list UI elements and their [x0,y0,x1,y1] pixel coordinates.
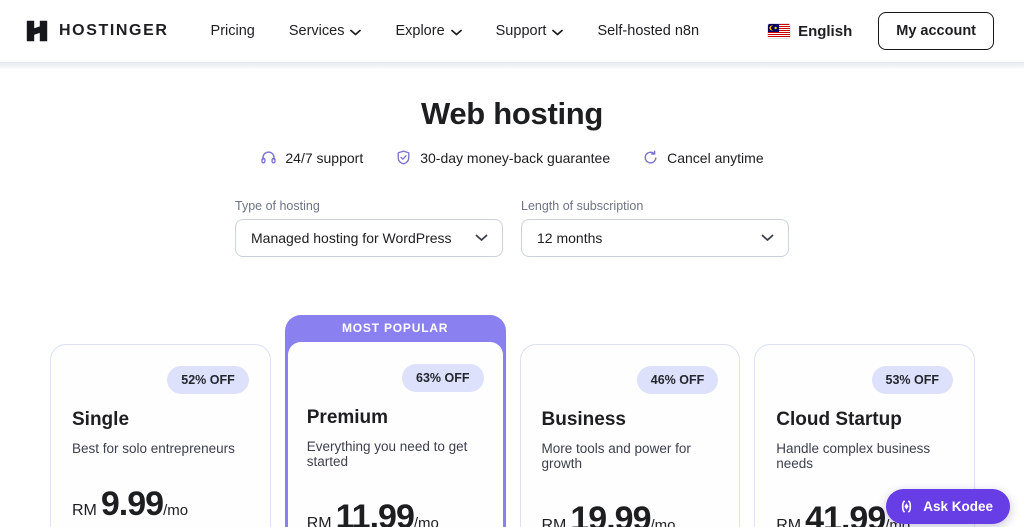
price-currency: RM [72,502,97,519]
nav-label: Explore [395,23,445,39]
plan-name: Single [72,409,130,430]
benefit-support: 24/7 support [260,149,363,166]
price-amount: 41.99 [805,500,886,527]
plan-description: Everything you need to get started [306,439,468,469]
chevron-down-icon [350,29,362,35]
hosting-type-value: Managed hosting for WordPress [251,230,452,246]
hosting-type-label: Type of hosting [235,199,320,213]
nav-item-support[interactable]: Support [496,23,564,39]
benefit-label: 24/7 support [285,149,364,166]
benefits-row: 24/7 support 30-day money-back guarantee… [0,149,1024,166]
language-label: English [798,22,853,40]
hostinger-logo-icon [24,18,50,44]
plan-card-single[interactable]: 52% OFF Single Best for solo entrepreneu… [50,344,271,527]
most-popular-wrapper: MOST POPULAR 63% OFF Premium Everything … [284,315,506,527]
subscription-length-select[interactable]: 12 months [521,219,789,257]
my-account-button[interactable]: My account [878,12,994,50]
subscription-length-label: Length of subscription [521,199,644,213]
malaysia-flag-icon [768,24,791,38]
ask-kodee-label: Ask Kodee [923,499,993,514]
discount-badge: 63% OFF [402,364,484,392]
chevron-down-icon [552,29,564,35]
header-divider [0,62,1024,69]
hosting-type-filter: Type of hosting Managed hosting for Word… [235,199,503,257]
nav-label: Support [495,23,547,39]
kodee-icon [902,500,912,513]
benefit-cancel: Cancel anytime [642,149,764,166]
brand-wordmark: HOSTINGER [59,22,169,39]
nav-item-self-hosted-n8n[interactable]: Self-hosted n8n [597,23,699,39]
plan-card[interactable]: 46% OFF Business More tools and power fo… [519,344,741,527]
plan-name: Premium [306,407,389,428]
nav-label: Services [288,23,345,39]
price-currency: RM [541,517,567,527]
plan-card[interactable]: 52% OFF Single Best for solo entrepreneu… [50,344,271,527]
main-nav: Pricing Services Explore Support Self-ho… [211,23,699,39]
nav-item-explore[interactable]: Explore [395,23,462,39]
subscription-length-filter: Length of subscription 12 months [521,199,789,257]
plan-card-premium[interactable]: MOST POPULAR 63% OFF Premium Everything … [284,315,506,527]
price-amount: 9.99 [100,485,164,523]
nav-item-pricing[interactable]: Pricing [211,23,255,39]
plan-description: More tools and power for growth [541,441,691,471]
language-selector[interactable]: English [768,23,852,40]
plan-card[interactable]: 63% OFF Premium Everything you need to g… [287,342,503,527]
discount-badge: 53% OFF [871,366,953,394]
benefit-label: Cancel anytime [667,149,764,166]
price-amount: 11.99 [335,498,415,527]
plan-card-business[interactable]: 46% OFF Business More tools and power fo… [519,344,741,527]
benefit-guarantee: 30-day money-back guarantee [395,149,610,166]
shield-check-icon [397,150,410,165]
plan-name: Business [541,409,626,430]
hosting-type-select[interactable]: Managed hosting for WordPress [235,219,503,257]
benefit-label: 30-day money-back guarantee [420,149,611,166]
top-navigation-bar: HOSTINGER Pricing Services Explore Suppo… [0,0,1024,62]
plan-price: RM 9.99 /mo [72,485,249,524]
price-period: /mo [163,502,189,519]
refresh-icon [644,150,657,164]
plan-card[interactable]: 53% OFF Cloud Startup Handle complex bus… [754,344,975,527]
plan-price: RM 19.99 /mo [542,500,719,527]
headset-icon [261,151,277,164]
discount-badge: 46% OFF [636,366,719,394]
price-period: /mo [650,517,676,527]
plan-price: RM 11.99 /mo [307,498,484,527]
discount-badge: 52% OFF [167,366,249,394]
subscription-length-value: 12 months [537,230,603,246]
header-right: English My account [768,12,994,50]
price-currency: RM [776,517,802,527]
chevron-down-icon [475,234,488,241]
page-title: Web hosting [420,96,604,131]
nav-label: Self-hosted n8n [597,23,700,39]
plan-card-cloud-startup[interactable]: 53% OFF Cloud Startup Handle complex bus… [754,344,975,527]
hostinger-logo[interactable]: HOSTINGER [24,18,169,44]
chevron-down-icon [450,29,462,35]
price-period: /mo [413,515,439,527]
price-currency: RM [306,515,332,527]
plan-description: Handle complex business needs [776,441,931,471]
filters-row: Type of hosting Managed hosting for Word… [0,199,1024,257]
plan-description: Best for solo entrepreneurs [72,441,235,456]
chevron-down-icon [761,234,774,241]
ask-kodee-button[interactable]: Ask Kodee [886,489,1010,524]
nav-item-services[interactable]: Services [289,23,362,39]
nav-label: Pricing [210,23,255,39]
plan-name: Cloud Startup [776,409,902,430]
most-popular-banner: MOST POPULAR [341,321,449,335]
price-amount: 19.99 [570,500,651,527]
plan-cards-row: 52% OFF Single Best for solo entrepreneu… [50,315,975,527]
